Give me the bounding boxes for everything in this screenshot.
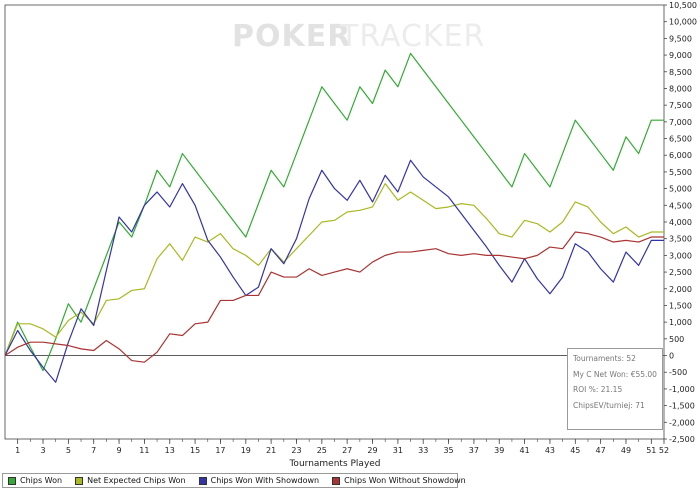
watermark-brand-light: TRACKER [339,19,485,54]
legend-label-without-showdown: Chips Won Without Showdown [344,476,466,485]
y-tick-label: 2,000 [669,285,692,294]
stats-box: Tournaments: 52 My C Net Won: €55.00 ROI… [567,348,663,430]
x-tick-label: 47 [596,446,606,455]
legend-swatch-chips-won [8,476,16,485]
legend-label-net-expected: Net Expected Chips Won [87,476,186,485]
series-line-3 [4,231,664,363]
series-line-2 [4,159,664,383]
y-tick-label: 10,000 [669,18,697,27]
x-tick-label: 37 [469,446,479,455]
y-tick-label: 3,500 [669,235,692,244]
y-tick-label: -2,500 [669,435,695,444]
legend-swatch-without-showdown [332,476,341,485]
x-tick-label: 21 [266,446,276,455]
legend-label-with-showdown: Chips Won With Showdown [210,476,320,485]
y-tick-label: -2,000 [669,418,695,427]
x-tick-label: 9 [117,446,122,455]
legend-label-chips-won: Chips Won [20,476,63,485]
watermark-brand-dark: POKER [232,19,351,54]
stats-tournaments: Tournaments: 52 [573,354,636,363]
x-tick-label: 31 [393,446,403,455]
y-tick-label: 5,500 [669,168,692,177]
legend: Chips Won Net Expected Chips Won Chips W… [2,473,466,488]
x-tick-label: 3 [40,446,45,455]
stats-net-won: My C Net Won: €55.00 [573,369,657,379]
x-axis-title: Tournaments Played [288,459,380,469]
x-tick-label: 49 [621,446,631,455]
x-tick-label: 7 [91,446,96,455]
y-tick-label: 5,000 [669,185,692,194]
x-tick-label: 1 [15,446,20,455]
x-tick-label: 41 [520,446,530,455]
chart-marks: -2,500 -2,000 -1,500 -1,000 -500 0 500 1,000 1,5… [4,1,697,455]
y-tick-label: 6,000 [669,151,692,160]
legend-item-with-showdown: Chips Won With Showdown [198,476,320,485]
x-tick-label: 11 [139,446,149,455]
y-tick-label: 4,000 [669,218,692,227]
x-tick-label: 29 [367,446,377,455]
x-tick-label: 51 [646,446,656,455]
x-tick-label: 39 [494,446,504,455]
legend-item-without-showdown: Chips Won Without Showdown [332,476,466,485]
stats-roi: ROI %: 21.15 [573,385,623,394]
y-tick-label: 8,000 [669,84,692,93]
y-tick-label: 4,500 [669,201,692,210]
x-tick-label: 17 [215,446,225,455]
y-tick-label: 8,500 [669,68,692,77]
y-tick-label: 1,000 [669,318,692,327]
series-line-1 [4,183,664,356]
legend-item-net-expected: Net Expected Chips Won [75,476,186,485]
x-tick-label: 43 [545,446,555,455]
y-tick-label: 7,500 [669,101,692,110]
x-tick-label: 15 [190,446,200,455]
x-tick-label: 23 [291,446,301,455]
x-tick-label: 35 [443,446,453,455]
x-tick-label: 5 [66,446,71,455]
x-tick-label: 13 [165,446,175,455]
y-tick-label: 10,500 [669,1,697,10]
y-tick-label: 2,500 [669,268,692,277]
y-tick-label: 9,000 [669,51,692,60]
legend-swatch-with-showdown [198,476,207,485]
watermark: POKER TRACKER [232,19,485,54]
y-tick-label: -500 [669,368,687,377]
y-tick-label: -1,000 [669,385,695,394]
y-tick-label: -1,500 [669,402,695,411]
y-tick-label: 500 [669,335,684,344]
plot-frame [4,4,665,440]
y-tick-label: 3,000 [669,251,692,260]
x-tick-label: 19 [241,446,251,455]
y-tick-label: 9,500 [669,34,692,43]
x-tick-label: 33 [418,446,428,455]
y-tick-label: 0 [669,352,674,361]
x-tick-label: 25 [317,446,327,455]
y-tick-label: 7,000 [669,118,692,127]
y-tick-label: 1,500 [669,301,692,310]
x-tick-label: 45 [570,446,580,455]
y-tick-label: 6,500 [669,135,692,144]
x-tick-label: 52 [659,446,669,455]
stats-chips-ev: ChipsEV/turniej: 71 [573,400,645,410]
series-line-0 [4,52,664,372]
x-tick-label: 27 [342,446,352,455]
legend-swatch-net-expected [75,476,84,485]
legend-item-chips-won: Chips Won [8,476,62,485]
